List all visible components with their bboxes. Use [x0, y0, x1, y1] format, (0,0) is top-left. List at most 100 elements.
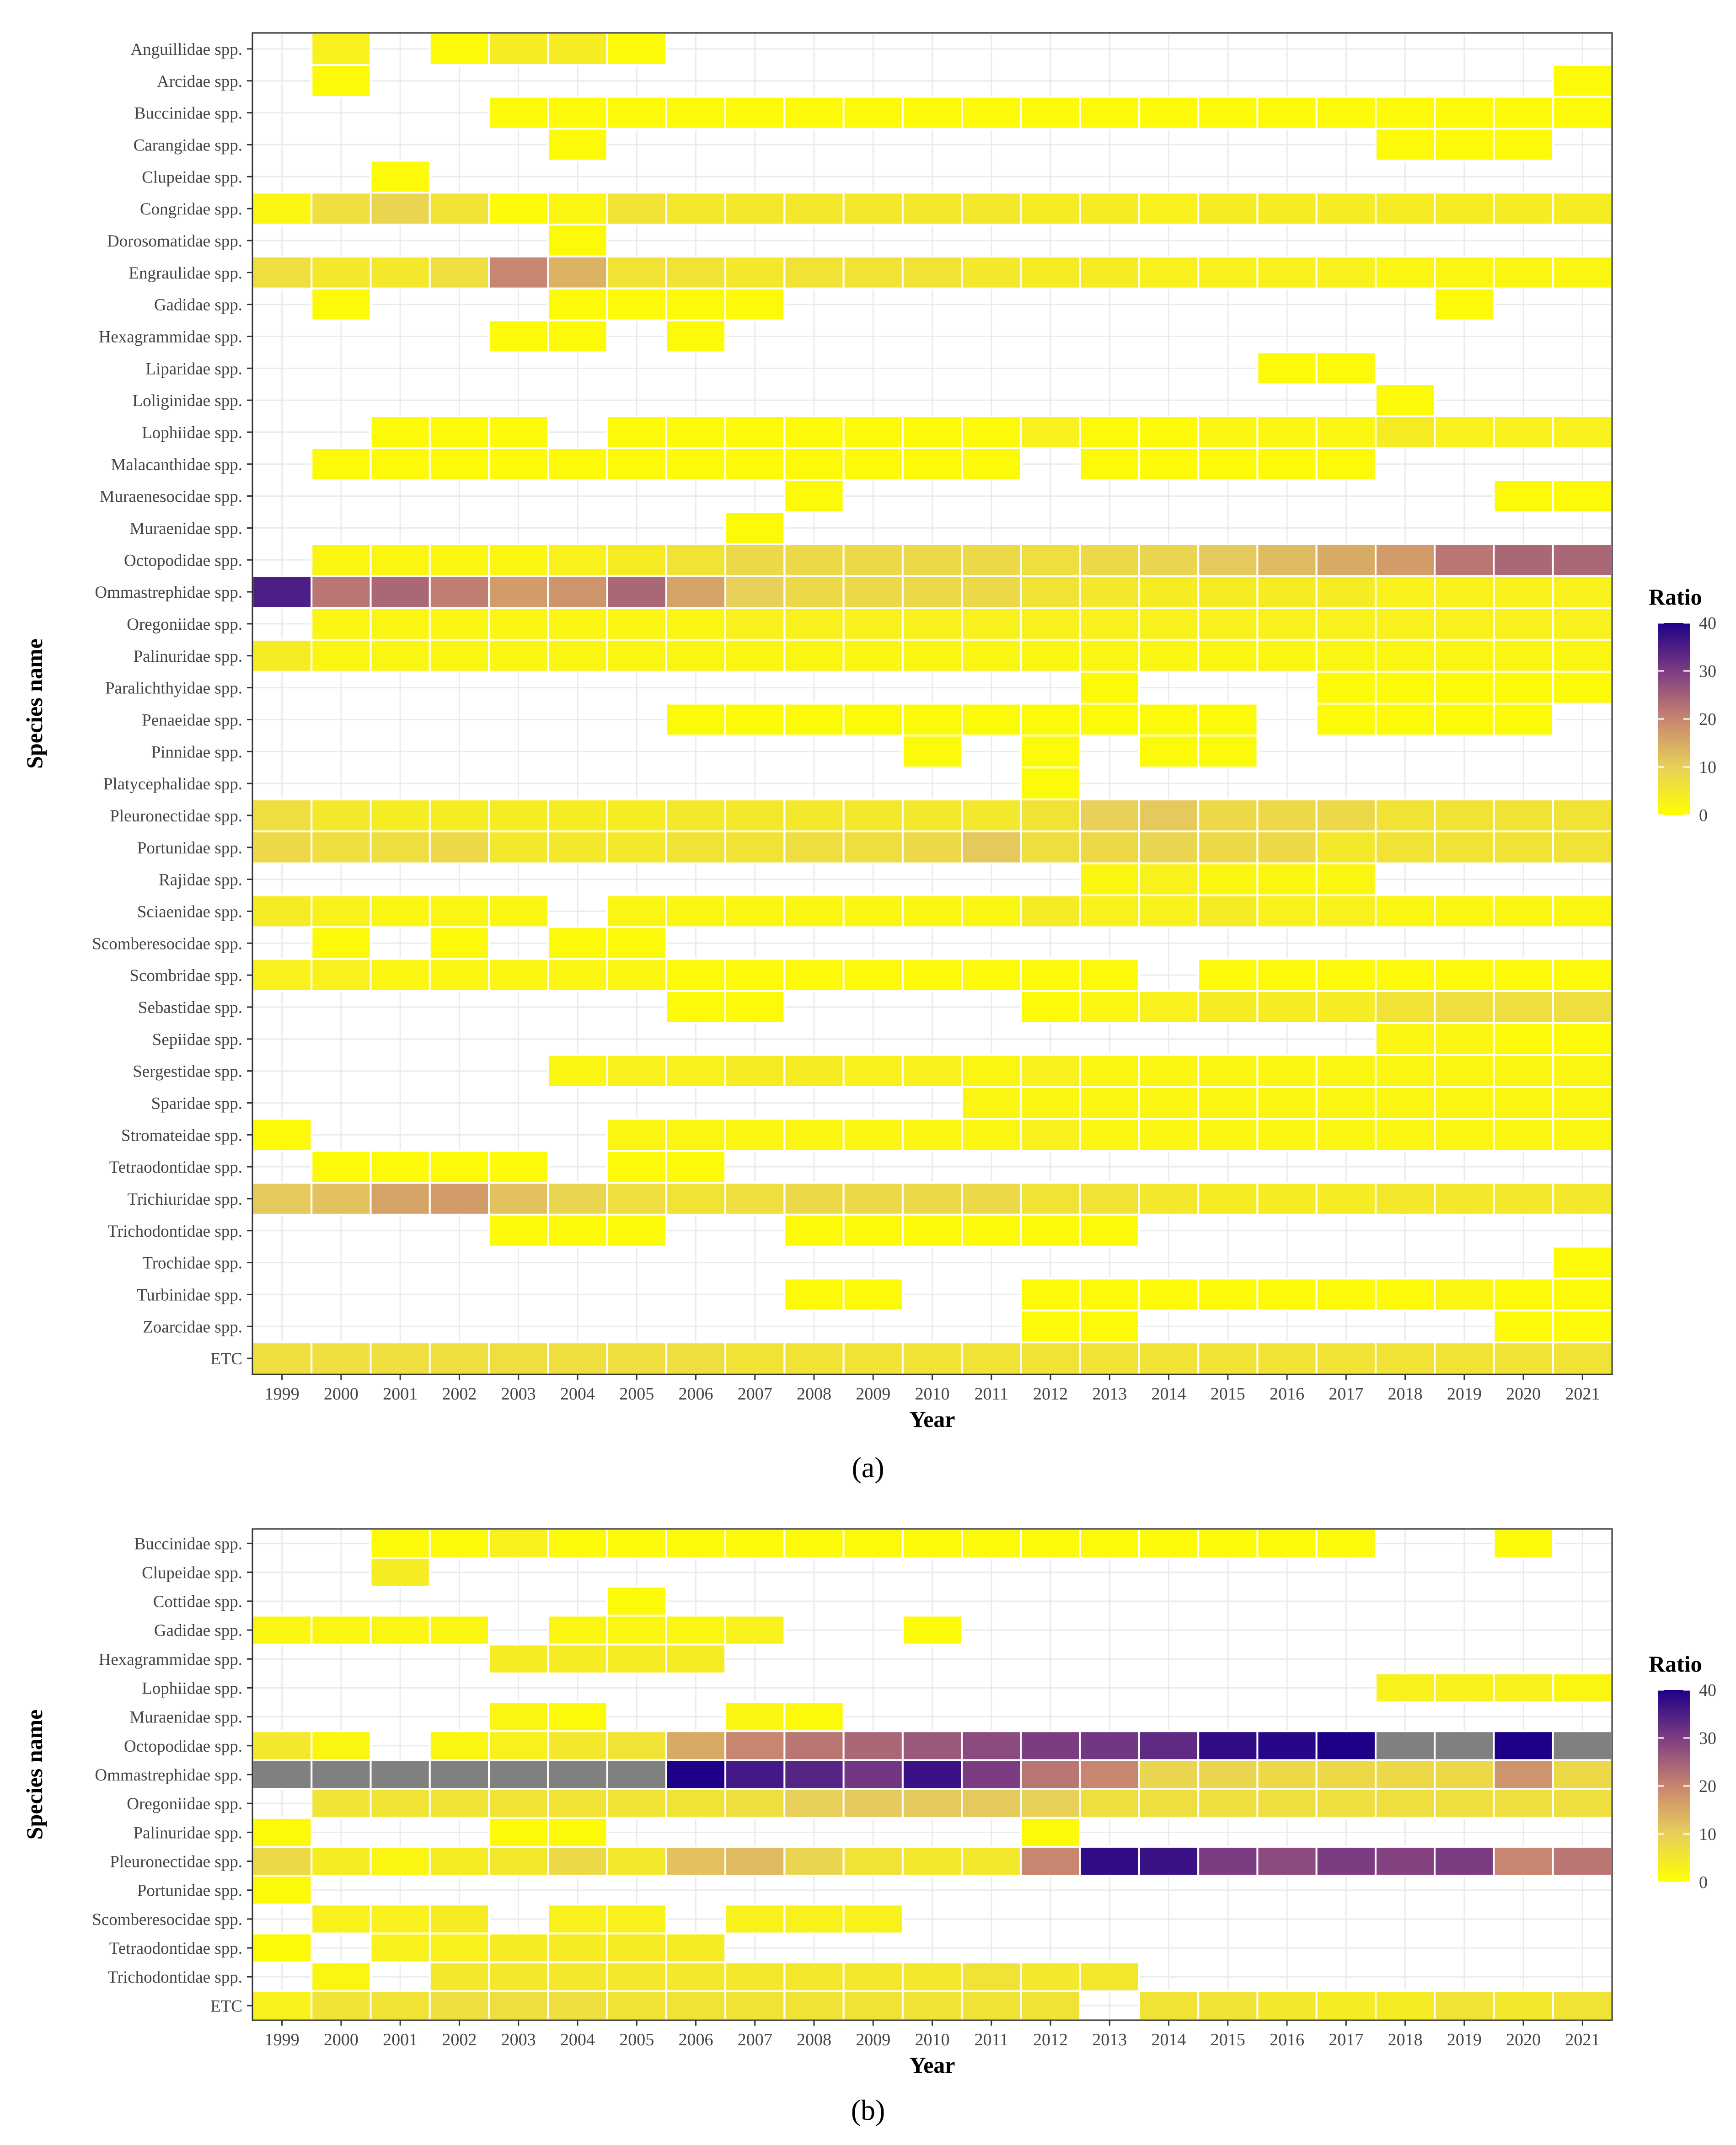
cells-b [252, 1528, 1613, 2022]
heatmap-cell [1374, 1054, 1436, 1088]
heatmap-cell [783, 1701, 845, 1732]
heatmap-cell [842, 1341, 904, 1376]
heatmap-cell [311, 255, 372, 290]
heatmap-cell [1020, 1788, 1081, 1819]
heatmap-cell [370, 1759, 431, 1790]
x-tick-label: 2013 [1092, 2030, 1127, 2049]
heatmap-cell [1138, 575, 1200, 609]
heatmap-cell [1138, 1054, 1200, 1088]
heatmap-cell [1552, 1672, 1613, 1704]
heatmap-cell [1315, 702, 1377, 737]
heatmap-cell [665, 1528, 727, 1559]
heatmap-cell [606, 1614, 667, 1646]
heatmap-cell [665, 638, 727, 673]
heatmap-cell [1256, 1759, 1318, 1790]
heatmap-cell [547, 255, 608, 290]
heatmap-cell [1256, 415, 1318, 449]
heatmap-cell [1079, 702, 1140, 737]
x-tick-label: 2001 [383, 2030, 418, 2049]
heatmap-cell [1079, 1730, 1140, 1761]
heatmap-cell [1197, 638, 1259, 673]
heatmap-cell [842, 1528, 904, 1559]
x-tick-label: 1999 [265, 2030, 300, 2049]
heatmap-cell [1374, 830, 1436, 864]
heatmap-cell [429, 1788, 490, 1819]
heatmap-cell [1256, 990, 1318, 1024]
heatmap-cell [1315, 543, 1377, 577]
legend-tick-label: 0 [1699, 1873, 1708, 1892]
heatmap-cell [370, 607, 431, 641]
legend-b: Ratio 0 10 20 30 40 [1649, 1651, 1716, 1892]
heatmap-cell [488, 1341, 549, 1376]
heatmap-cell [429, 1961, 490, 1992]
heatmap-cell [961, 1961, 1022, 1992]
heatmap-cell [1020, 543, 1081, 577]
heatmap-cell [665, 1643, 727, 1674]
y-tick-label: Sepiidae spp. [152, 1030, 242, 1049]
heatmap-cell [429, 894, 490, 928]
heatmap-cell [901, 894, 963, 928]
heatmap-cell [1256, 1730, 1318, 1761]
heatmap-cell [724, 1730, 786, 1761]
heatmap-cell [783, 96, 845, 130]
heatmap-cell [547, 1341, 608, 1376]
heatmap-cell [1552, 1341, 1613, 1376]
heatmap-panel-b: Buccinidae spp. Clupeidae spp. Cottidae sp… [21, 1528, 1716, 2126]
y-tick-label: Pleuronectidae spp. [110, 1853, 242, 1872]
x-tick-label: 2002 [442, 1384, 477, 1404]
heatmap-cell [429, 830, 490, 864]
heatmap-cell [488, 638, 549, 673]
heatmap-cell [842, 575, 904, 609]
heatmap-cell [1020, 575, 1081, 609]
y-tick-label: ETC [210, 1997, 242, 2016]
heatmap-cell [961, 1118, 1022, 1152]
heatmap-cell [1138, 1845, 1200, 1877]
heatmap-cell [1020, 894, 1081, 928]
x-tick-label: 2010 [915, 1384, 950, 1404]
heatmap-cell [1020, 1277, 1081, 1312]
heatmap-cell [1434, 1118, 1495, 1152]
heatmap-cell [783, 894, 845, 928]
heatmap-cell [370, 638, 431, 673]
heatmap-cell [1493, 128, 1554, 162]
heatmap-cell [1552, 1245, 1613, 1280]
heatmap-cell [783, 830, 845, 864]
heatmap-cell [606, 575, 667, 609]
heatmap-cell [665, 575, 727, 609]
heatmap-cell [1197, 1182, 1259, 1216]
heatmap-cell [1552, 670, 1613, 705]
heatmap-cell [724, 192, 786, 225]
heatmap-cell [1256, 799, 1318, 832]
heatmap-cell [783, 543, 845, 577]
heatmap-cell [1020, 1054, 1081, 1088]
heatmap-cell [901, 638, 963, 673]
heatmap-cell [783, 799, 845, 832]
heatmap-cell [783, 192, 845, 225]
heatmap-cell [724, 1961, 786, 1992]
heatmap-cell [1493, 799, 1554, 832]
heatmap-cell [547, 926, 608, 960]
heatmap-cell [488, 543, 549, 577]
heatmap-cell [901, 735, 963, 769]
heatmap-cell [783, 1961, 845, 1992]
heatmap-cell [1138, 1990, 1200, 2022]
heatmap-cell [1197, 1341, 1259, 1376]
heatmap-cell [1256, 1341, 1318, 1376]
heatmap-cell [1493, 479, 1554, 513]
y-tick-label: Sebastidae spp. [138, 998, 242, 1017]
heatmap-cell [488, 830, 549, 864]
heatmap-cell [1434, 1990, 1495, 2022]
y-tick-label: Trichodontidae spp. [107, 1222, 242, 1241]
heatmap-cell [961, 1990, 1022, 2022]
heatmap-cell [429, 32, 490, 66]
heatmap-cell [1256, 351, 1318, 386]
x-tick-label: 2015 [1211, 2030, 1245, 2049]
x-axis-title-a: Year [910, 1406, 955, 1432]
heatmap-cell [1020, 638, 1081, 673]
heatmap-cell [1493, 607, 1554, 641]
heatmap-cell [1315, 670, 1377, 705]
heatmap-cell [488, 1990, 549, 2022]
heatmap-cell [488, 1213, 549, 1248]
heatmap-cell [1079, 638, 1140, 673]
heatmap-cell [1197, 862, 1259, 896]
